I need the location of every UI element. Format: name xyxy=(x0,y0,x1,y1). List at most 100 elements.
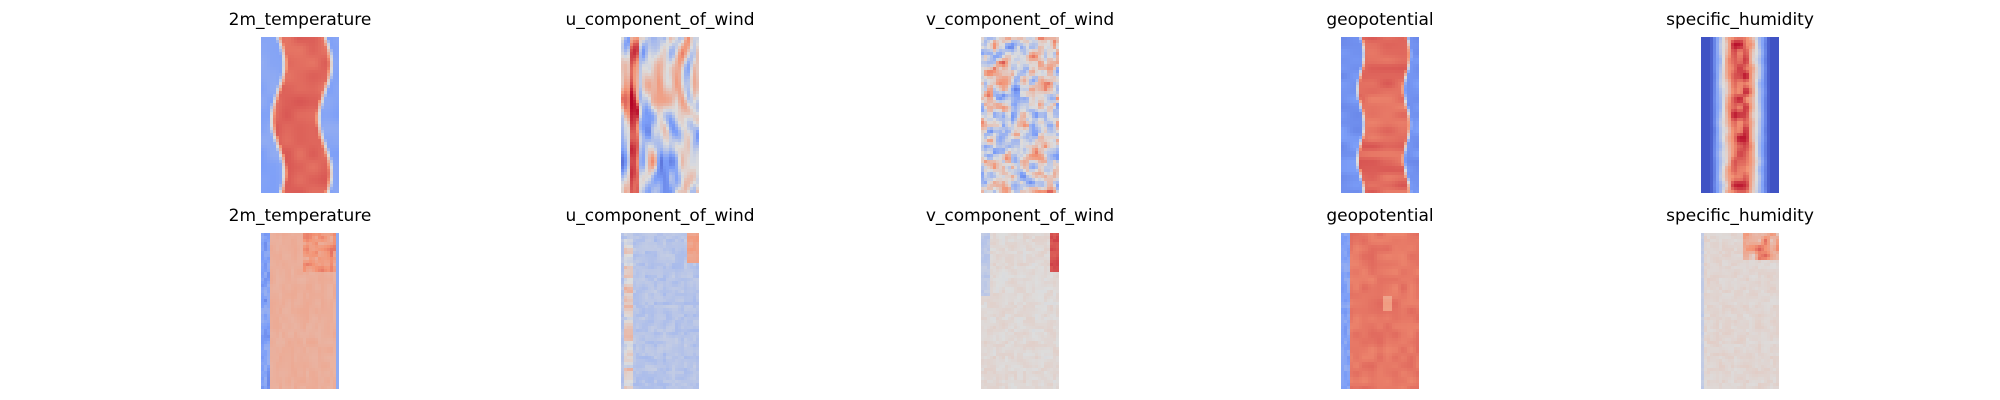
heatmap-cell xyxy=(630,88,634,92)
heatmap-cell xyxy=(1020,70,1024,74)
heatmap-cell xyxy=(687,127,691,131)
heatmap-cell xyxy=(633,175,637,179)
heatmap-cell xyxy=(1407,88,1411,92)
heatmap-cell xyxy=(330,106,334,110)
heatmap-cell xyxy=(1047,64,1051,68)
heatmap-cell xyxy=(687,106,691,110)
heatmap-cell xyxy=(300,82,304,86)
heatmap-cell xyxy=(1389,40,1393,44)
heatmap-cell xyxy=(984,163,988,167)
heatmap-cell xyxy=(321,157,325,161)
heatmap-cell xyxy=(675,37,679,41)
heatmap-cell xyxy=(1365,85,1369,89)
heatmap-cell xyxy=(1023,43,1027,47)
heatmap-cell xyxy=(1050,67,1054,71)
heatmap-cell xyxy=(1410,49,1414,53)
heatmap-cell xyxy=(663,142,667,146)
heatmap-cell xyxy=(261,70,265,74)
heatmap-cell xyxy=(669,76,673,80)
heatmap-cell xyxy=(1368,37,1372,41)
heatmap-cell xyxy=(264,130,268,134)
heatmap-cell xyxy=(1413,64,1417,68)
heatmap-cell xyxy=(321,115,325,119)
heatmap-cell xyxy=(1032,169,1036,173)
heatmap-cell xyxy=(1386,73,1390,77)
heatmap-cell xyxy=(264,106,268,110)
heatmap-cell xyxy=(1350,37,1354,41)
heatmap-cell xyxy=(306,67,310,71)
heatmap-cell xyxy=(636,94,640,98)
heatmap-cell xyxy=(1383,76,1387,80)
heatmap-cell xyxy=(996,70,1000,74)
heatmap-cell xyxy=(315,160,319,164)
heatmap-cell xyxy=(1011,52,1015,56)
heatmap-cell xyxy=(318,145,322,149)
heatmap-cell xyxy=(300,46,304,50)
heatmap-cell xyxy=(1389,88,1393,92)
heatmap-cell xyxy=(651,190,655,193)
heatmap-cell xyxy=(1347,94,1351,98)
heatmap-cell xyxy=(693,187,697,191)
heatmap-cell xyxy=(1023,64,1027,68)
heatmap-cell xyxy=(648,52,652,56)
heatmap-cell xyxy=(660,91,664,95)
heatmap-cell xyxy=(1002,121,1006,125)
heatmap-cell xyxy=(678,187,682,191)
heatmap-cell xyxy=(1029,166,1033,170)
heatmap-cell xyxy=(264,91,268,95)
heatmap-cell xyxy=(1053,88,1057,92)
heatmap-cell xyxy=(669,181,673,185)
heatmap-cell xyxy=(654,124,658,128)
heatmap-cell xyxy=(990,43,994,47)
heatmap-cell xyxy=(1344,130,1348,134)
heatmap-cell xyxy=(303,112,307,116)
heatmap-cell xyxy=(1407,130,1411,134)
heatmap-cell xyxy=(276,106,280,110)
heatmap-cell xyxy=(303,151,307,155)
heatmap-cell xyxy=(1029,58,1033,62)
heatmap-cell xyxy=(333,154,337,158)
heatmap-cell xyxy=(1383,121,1387,125)
heatmap-cell xyxy=(276,184,280,188)
heatmap-cell xyxy=(1032,136,1036,140)
heatmap-cell xyxy=(624,121,628,125)
heatmap-cell xyxy=(627,118,631,122)
heatmap-cell xyxy=(681,112,685,116)
heatmap-cell xyxy=(1377,82,1381,86)
heatmap-cell xyxy=(1011,73,1015,77)
heatmap-cell xyxy=(1047,67,1051,71)
heatmap-cell xyxy=(990,169,994,173)
heatmap-cell xyxy=(294,100,298,104)
heatmap-cell xyxy=(645,40,649,44)
heatmap-cell xyxy=(1377,46,1381,50)
heatmap-cell xyxy=(1011,175,1015,179)
heatmap-cell xyxy=(624,40,628,44)
heatmap-cell xyxy=(990,58,994,62)
heatmap-cell xyxy=(1017,169,1021,173)
heatmap-cell xyxy=(315,151,319,155)
heatmap-cell xyxy=(663,91,667,95)
heatmap-cell xyxy=(1008,76,1012,80)
heatmap-cell xyxy=(1014,73,1018,77)
heatmap-cell xyxy=(273,79,277,83)
heatmap-cell xyxy=(1041,82,1045,86)
heatmap-cell xyxy=(1047,181,1051,185)
heatmap-cell xyxy=(321,121,325,125)
heatmap-cell xyxy=(1002,49,1006,53)
heatmap-cell xyxy=(657,124,661,128)
heatmap-cell xyxy=(321,178,325,182)
heatmap-cell xyxy=(1392,46,1396,50)
heatmap-cell xyxy=(1005,169,1009,173)
heatmap-cell xyxy=(309,64,313,68)
heatmap-cell xyxy=(645,88,649,92)
heatmap-cell xyxy=(996,76,1000,80)
heatmap-cell xyxy=(1401,112,1405,116)
heatmap-cell xyxy=(315,73,319,77)
heatmap-cell xyxy=(309,151,313,155)
heatmap-cell xyxy=(285,82,289,86)
heatmap-cell xyxy=(1386,97,1390,101)
heatmap-cell xyxy=(1005,67,1009,71)
heatmap-cell xyxy=(1044,145,1048,149)
heatmap-cell xyxy=(261,184,265,188)
heatmap-cell xyxy=(1053,172,1057,176)
